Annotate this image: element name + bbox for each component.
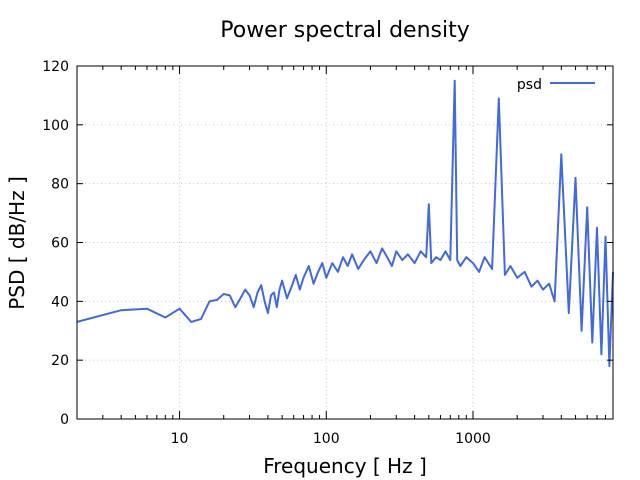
y-tick-label: 100 bbox=[42, 118, 69, 134]
y-tick-label: 20 bbox=[51, 353, 69, 369]
y-axis-label: PSD [ dB/Hz ] bbox=[5, 176, 29, 310]
grid-lines bbox=[77, 66, 613, 419]
legend: psd bbox=[517, 77, 595, 93]
y-tick-label: 40 bbox=[51, 294, 69, 310]
series-line-psd bbox=[76, 79, 614, 368]
y-tick-label: 0 bbox=[60, 412, 69, 428]
x-axis-label: Frequency [ Hz ] bbox=[263, 454, 427, 478]
y-tick-label: 80 bbox=[51, 177, 69, 193]
x-tick-label: 1000 bbox=[455, 431, 491, 447]
y-tick-label: 120 bbox=[42, 59, 69, 75]
series-layer bbox=[76, 79, 614, 368]
x-tick-label: 100 bbox=[313, 431, 340, 447]
legend-label-psd: psd bbox=[517, 77, 542, 93]
x-tick-label: 10 bbox=[171, 431, 189, 447]
y-tick-label: 60 bbox=[51, 236, 69, 252]
chart-title: Power spectral density bbox=[220, 18, 470, 43]
axis-ticks: 0 20 40 60 80 100 120 10 100 1000 bbox=[42, 59, 614, 447]
